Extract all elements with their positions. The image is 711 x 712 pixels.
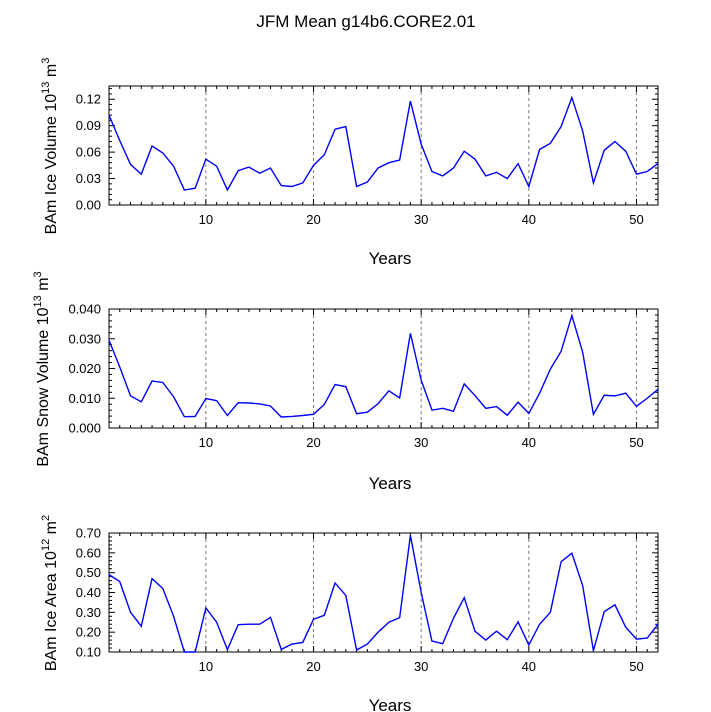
- ice-area-y-tick-label: 0.20: [76, 625, 101, 640]
- ice-area-y-tick-label: 0.40: [76, 585, 101, 600]
- ice-area-line: [108, 535, 659, 653]
- ice-area-x-tick-label: 10: [199, 659, 213, 674]
- ice-area-y-tick-label: 0.60: [76, 545, 101, 560]
- snow-volume-y-tick-label: 0.030: [68, 331, 101, 346]
- ice-volume-plot-frame: [108, 85, 659, 206]
- ice-volume-y-tick-label: 0.12: [76, 92, 101, 107]
- ice-area-y-axis-label: BAm Ice Area 1012 m2: [40, 515, 60, 671]
- ice-volume-y-axis-label: BAm Ice Volume 1013 m3: [40, 58, 60, 235]
- ice-volume-x-tick-label: 40: [522, 212, 536, 227]
- ice-volume-x-tick-label: 30: [414, 212, 428, 227]
- ice-area-x-tick-label: 20: [306, 659, 320, 674]
- snow-volume-x-tick-label: 40: [522, 435, 536, 450]
- ice-volume-x-tick-label: 50: [629, 212, 643, 227]
- snow-volume-y-tick-label: 0.010: [68, 391, 101, 406]
- ice-volume-panel: 10 20 30 40 50 0.00 0.03 0.06 0.09 0.12 Years BAm…: [40, 58, 659, 268]
- snow-volume-y-tick-label: 0.020: [68, 361, 101, 376]
- snow-volume-panel: 10 20 30 40 50 0.000 0.010 0.020 0.030 0.040 Year…: [32, 271, 659, 493]
- snow-volume-x-axis-label: Years: [369, 474, 412, 493]
- snow-volume-y-axis-label: BAm Snow Volume 1013 m3: [32, 271, 52, 466]
- ice-volume-x-tick-label: 20: [306, 212, 320, 227]
- ice-volume-y-tick-label: 0.00: [76, 198, 101, 213]
- snow-volume-x-tick-label: 20: [306, 435, 320, 450]
- ice-area-plot-frame: [108, 532, 659, 653]
- ice-volume-y-tick-label: 0.06: [76, 145, 101, 160]
- ice-volume-line: [108, 95, 659, 192]
- figure-title: JFM Mean g14b6.CORE2.01: [256, 12, 475, 31]
- ice-volume-x-tick-label: 10: [199, 212, 213, 227]
- ice-area-y-tick-label: 0.50: [76, 565, 101, 580]
- snow-volume-line: [108, 313, 659, 418]
- ice-area-x-axis-label: Years: [369, 696, 412, 712]
- ice-area-y-tick-label: 0.30: [76, 605, 101, 620]
- ice-area-x-tick-label: 30: [414, 659, 428, 674]
- snow-volume-x-tick-label: 10: [199, 435, 213, 450]
- ice-area-y-tick-label: 0.10: [76, 645, 101, 660]
- ice-area-x-tick-label: 40: [522, 659, 536, 674]
- snow-volume-x-tick-label: 50: [629, 435, 643, 450]
- ice-volume-y-tick-label: 0.03: [76, 171, 101, 186]
- ice-area-panel: 10 20 30 40 50 0.10 0.20 0.30 0.40 0.50 0.60 0.70 Y…: [40, 515, 659, 712]
- ice-volume-y-tick-label: 0.09: [76, 118, 101, 133]
- ice-area-y-tick-label: 0.70: [76, 526, 101, 541]
- snow-volume-y-tick-label: 0.000: [68, 421, 101, 436]
- snow-volume-x-tick-label: 30: [414, 435, 428, 450]
- ice-volume-x-axis-label: Years: [369, 249, 412, 268]
- ice-area-x-tick-label: 50: [629, 659, 643, 674]
- snow-volume-y-tick-label: 0.040: [68, 302, 101, 317]
